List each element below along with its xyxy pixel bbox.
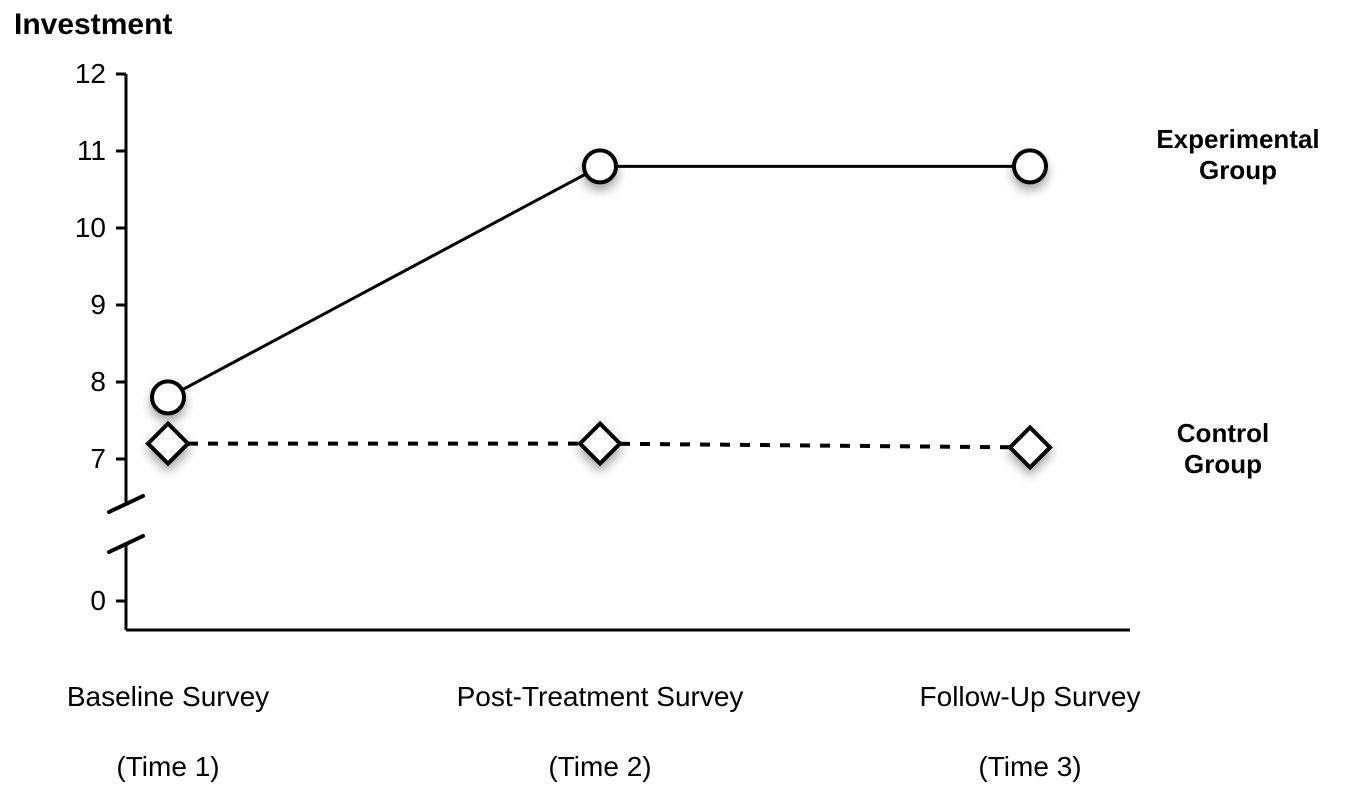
x-label-time3-line2: (Time 3) — [978, 751, 1081, 782]
y-tick-12: 12 — [60, 58, 106, 90]
y-tick-10: 10 — [60, 212, 106, 244]
x-label-time3-line1: Follow-Up Survey — [920, 681, 1141, 712]
y-tick-0: 0 — [60, 585, 106, 617]
y-tick-11: 11 — [60, 135, 106, 167]
x-label-time2: Post-Treatment Survey (Time 2) — [420, 644, 780, 784]
y-tick-9: 9 — [60, 289, 106, 321]
series-label-control: Control Group — [1138, 418, 1308, 480]
x-label-time1-line2: (Time 1) — [116, 751, 219, 782]
series-label-experimental: Experimental Group — [1138, 124, 1338, 186]
x-label-time1-line1: Baseline Survey — [67, 681, 269, 712]
x-label-time2-line1: Post-Treatment Survey — [457, 681, 744, 712]
y-tick-7: 7 — [60, 443, 106, 475]
y-tick-8: 8 — [60, 366, 106, 398]
x-label-time2-line2: (Time 2) — [548, 751, 651, 782]
x-label-time1: Baseline Survey (Time 1) — [18, 644, 318, 784]
x-label-time3: Follow-Up Survey (Time 3) — [870, 644, 1190, 784]
